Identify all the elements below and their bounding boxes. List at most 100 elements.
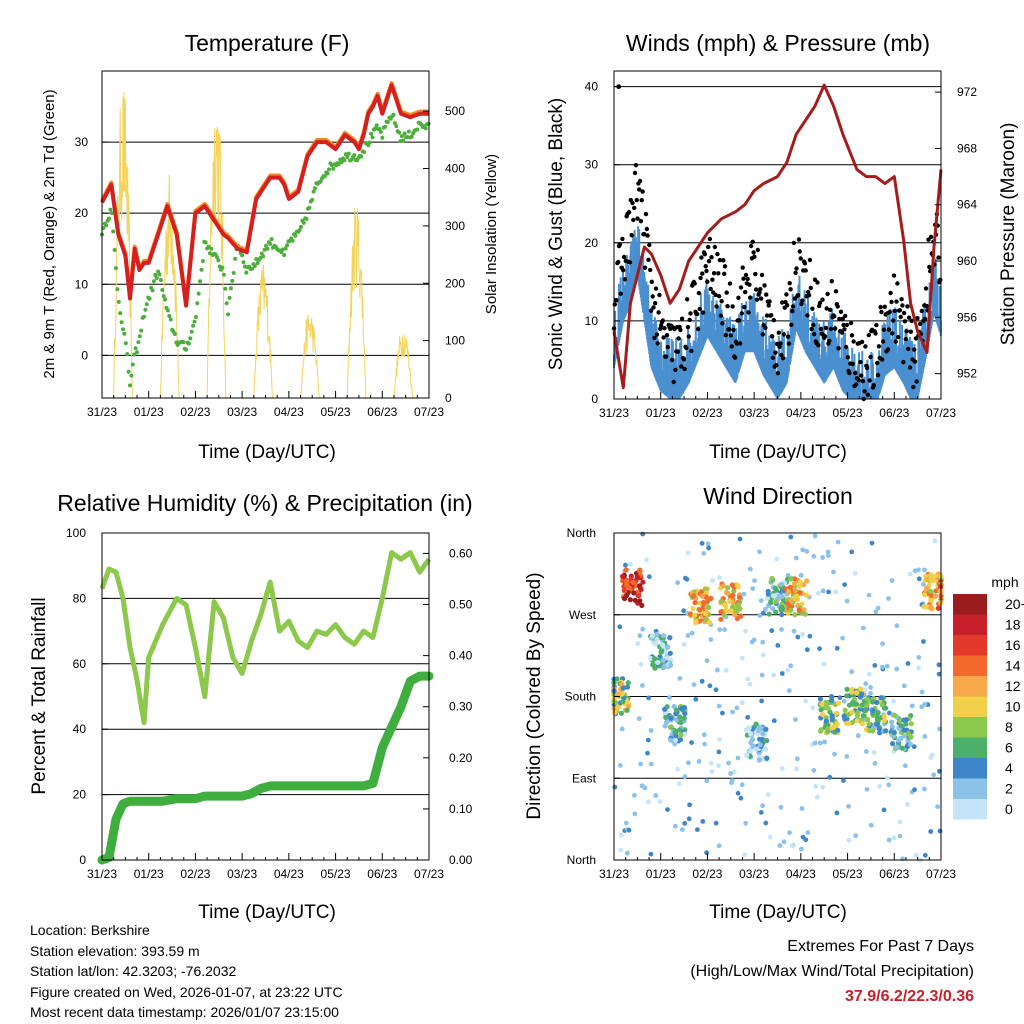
direction-point: [646, 799, 651, 805]
wind-direction-frame: [613, 532, 942, 861]
gust-point: [795, 293, 801, 298]
gust-point: [678, 327, 683, 333]
x-tick-label: 04/23: [274, 867, 304, 881]
gust-point: [803, 268, 808, 273]
direction-point: [747, 681, 753, 687]
direction-point: [678, 732, 684, 738]
gust-point: [825, 291, 830, 297]
x-tick-label: 01/23: [134, 405, 164, 419]
direction-point: [729, 780, 734, 786]
direction-point: [807, 633, 813, 639]
direction-point: [932, 538, 938, 544]
direction-point: [779, 604, 785, 611]
direction-point: [665, 644, 671, 650]
gust-point: [906, 315, 912, 320]
direction-point: [718, 598, 725, 605]
gust-point: [833, 289, 839, 294]
dewpoint-point: [121, 327, 125, 332]
gust-point: [635, 216, 640, 221]
dewpoint-point: [221, 272, 226, 277]
gust-point: [755, 247, 760, 253]
gust-point: [827, 307, 833, 313]
direction-point: [846, 803, 851, 809]
direction-point: [612, 784, 618, 790]
gust-point: [905, 304, 910, 309]
direction-point: [699, 678, 705, 684]
direction-point: [788, 534, 794, 540]
direction-point: [771, 672, 776, 678]
gust-point: [843, 313, 848, 319]
gust-point: [681, 357, 686, 362]
gust-point: [724, 290, 729, 295]
gust-point: [616, 259, 621, 265]
direction-point: [739, 782, 745, 788]
direction-point: [778, 804, 784, 810]
precip-line: [97, 671, 434, 865]
direction-point: [739, 700, 745, 706]
dewpoint-point: [224, 301, 229, 306]
gust-point: [620, 236, 625, 242]
gust-point: [633, 163, 639, 168]
direction-point: [788, 598, 794, 604]
direction-point: [700, 599, 707, 606]
dewpoint-point: [362, 150, 367, 154]
direction-point: [933, 573, 939, 579]
direction-point: [707, 683, 713, 689]
gust-point: [843, 344, 849, 350]
direction-point: [766, 611, 772, 617]
dewpoint-point: [142, 314, 146, 319]
gust-point: [889, 299, 894, 305]
direction-point: [779, 671, 785, 676]
direction-point: [922, 701, 928, 707]
direction-point: [844, 693, 850, 699]
winds-ylabel: Sonic Wind & Gust (Blue, Black): [546, 98, 567, 370]
gust-point: [887, 309, 892, 315]
direction-point: [834, 721, 840, 727]
direction-point: [770, 606, 776, 612]
gust-point: [793, 270, 798, 275]
direction-point: [810, 705, 816, 711]
direction-point: [623, 562, 628, 568]
direction-point: [632, 792, 637, 798]
direction-point: [916, 576, 922, 582]
x-tick-label: 31/23: [87, 867, 117, 881]
direction-point: [734, 582, 741, 588]
direction-point: [922, 592, 928, 598]
direction-point: [717, 575, 722, 580]
direction-point: [625, 850, 630, 856]
gust-point: [758, 296, 764, 301]
y2-tick-label: 956: [957, 310, 977, 324]
gust-point: [753, 271, 758, 277]
direction-point: [870, 707, 876, 714]
dewpoint-point: [283, 246, 288, 251]
gust-point: [773, 350, 778, 355]
gust-point: [836, 346, 841, 351]
direction-point: [681, 608, 686, 614]
direction-point: [829, 717, 835, 723]
y-tick-label: 20: [75, 206, 89, 220]
gust-point: [827, 338, 832, 343]
gust-point: [708, 286, 713, 292]
gust-point: [644, 226, 649, 232]
direction-point: [874, 721, 880, 727]
direction-point: [717, 627, 723, 632]
direction-point: [661, 664, 667, 670]
gust-point: [912, 347, 917, 352]
gust-point: [817, 300, 823, 306]
gust-point: [848, 320, 854, 326]
gust-point: [642, 232, 647, 237]
direction-point: [870, 728, 876, 734]
dewpoint-point: [198, 279, 203, 284]
direction-point: [872, 663, 878, 668]
gust-point: [907, 365, 913, 370]
gust-point: [656, 310, 661, 315]
x-tick-label: 02/23: [692, 406, 722, 420]
direction-point: [645, 750, 650, 756]
dewpoint-point: [133, 346, 138, 351]
direction-point: [905, 661, 911, 666]
dewpoint-point: [216, 258, 221, 263]
direction-point: [841, 713, 847, 719]
direction-point: [687, 802, 692, 808]
gust-point: [682, 366, 687, 372]
gust-point: [657, 292, 662, 298]
